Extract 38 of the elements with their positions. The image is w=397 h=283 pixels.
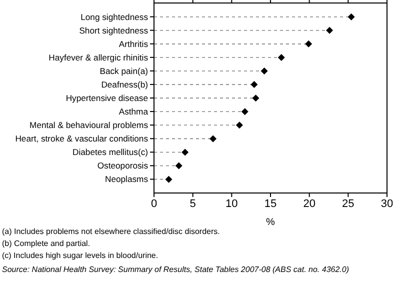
point: [252, 94, 260, 102]
y-tick-label: Osteoporosis: [97, 160, 148, 171]
point: [250, 81, 258, 88]
y-tick-label: Hypertensive disease: [66, 93, 148, 103]
x-tick-label: 15: [264, 198, 277, 210]
y-tick-label: Arthritis: [118, 38, 148, 49]
y-tick-label: Short sightedness: [79, 25, 148, 36]
point: [236, 122, 243, 129]
x-tick-label: 10: [226, 198, 238, 210]
x-tick-label: 20: [303, 198, 316, 210]
point: [278, 54, 285, 61]
y-tick-label: Neoplasms: [105, 174, 148, 184]
y-tick-label: Back pain(a): [100, 66, 148, 76]
source-note: Source: National Health Survey: Summary of Results, State Tables 2007-08 (ABS cat. no. 4362.0): [2, 264, 349, 276]
x-tick-label: 25: [342, 198, 354, 210]
point: [210, 135, 217, 142]
point: [305, 40, 312, 48]
point: [182, 148, 189, 156]
x-tick-label: 30: [380, 198, 394, 210]
point: [165, 176, 172, 183]
point: [348, 13, 355, 20]
text: (a) Includes problems not elsewhere classified/disc disorders.: [2, 227, 220, 236]
y-tick-label: Long sightedness: [80, 12, 148, 22]
point: [260, 68, 268, 75]
point: [326, 26, 334, 34]
y-tick-label: Diabetes mellitus(c): [72, 147, 148, 158]
x-axis-title: %: [266, 217, 276, 228]
y-tick-label: Heart, stroke & vascular conditions: [15, 134, 148, 144]
x-tick-label: 5: [190, 198, 196, 210]
y-tick-label: Asthma: [118, 106, 148, 117]
point: [175, 162, 182, 170]
text: (b) Complete and partial.: [2, 238, 92, 250]
y-tick-label: Deafness(b): [101, 79, 148, 90]
text: (c) Includes high sugar levels in blood/urine.: [2, 250, 160, 262]
x-tick-label: 0: [150, 198, 158, 210]
point: [241, 108, 248, 116]
y-tick-label: Hayfever & allergic rhinitis: [48, 52, 148, 62]
y-tick-label: Mental & behavioural problems: [30, 120, 148, 130]
